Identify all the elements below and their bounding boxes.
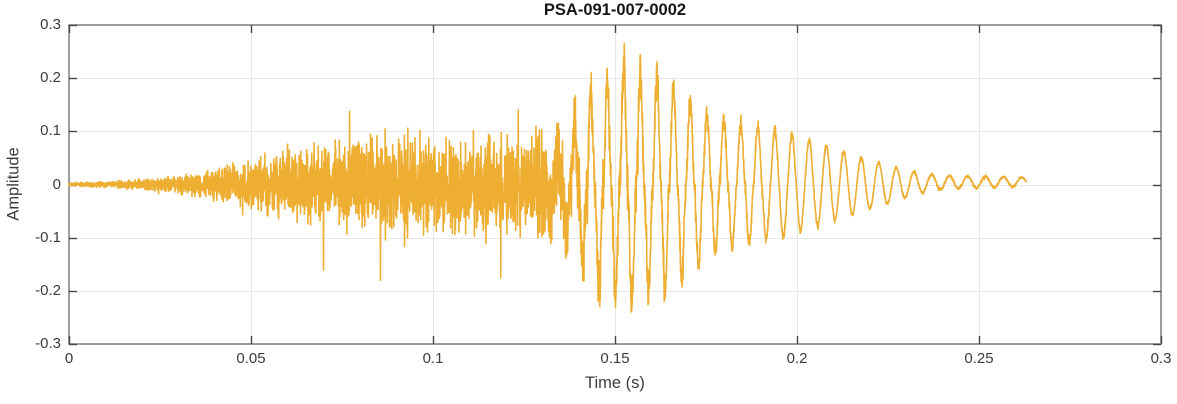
x-tick-label: 0.1 (422, 350, 444, 367)
y-tick-label: 0.2 (40, 69, 61, 87)
y-tick-label: -0.1 (35, 228, 61, 246)
x-tick-label: 0.05 (236, 350, 266, 367)
x-tick-label: 0.2 (786, 350, 808, 367)
x-tick-label: 0.25 (964, 350, 994, 367)
x-tick-label: 0 (64, 350, 74, 367)
y-tick-label: 0.1 (40, 122, 61, 140)
x-axis-label: Time (s) (585, 374, 645, 392)
y-tick-label: 0.3 (40, 16, 61, 33)
y-tick-label: -0.2 (35, 281, 61, 299)
x-tick-label: 0.15 (600, 350, 630, 367)
y-tick-label: 0 (52, 175, 61, 193)
chart-title: PSA-091-007-0002 (543, 1, 687, 19)
x-tick-label: 0.3 (1150, 350, 1172, 367)
y-tick-label: -0.3 (35, 335, 61, 352)
